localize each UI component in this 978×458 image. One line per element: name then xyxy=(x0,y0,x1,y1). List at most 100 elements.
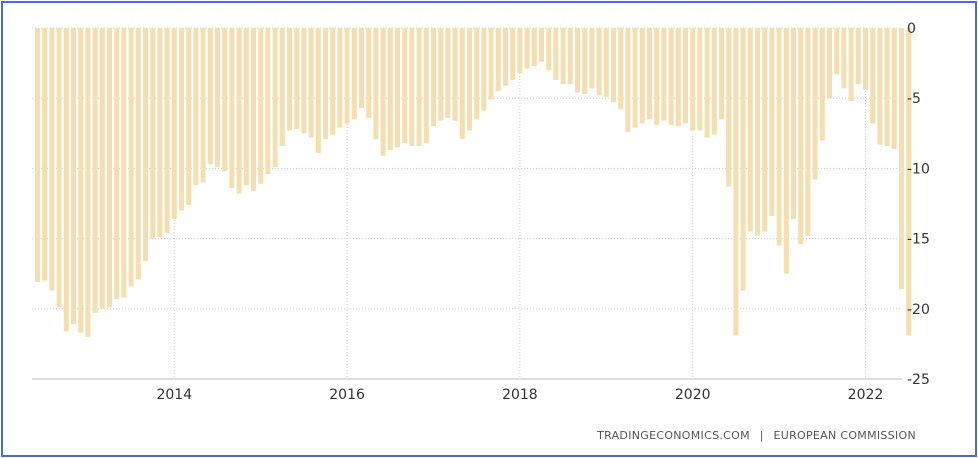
bar[interactable] xyxy=(654,28,660,125)
bar[interactable] xyxy=(395,28,400,148)
bar[interactable] xyxy=(114,28,120,299)
bar[interactable] xyxy=(236,28,242,194)
bar[interactable] xyxy=(503,28,508,86)
bar[interactable] xyxy=(423,28,429,144)
bar[interactable] xyxy=(884,28,890,146)
bar[interactable] xyxy=(596,28,602,96)
bar[interactable] xyxy=(560,28,566,85)
bar[interactable] xyxy=(668,28,674,125)
bar[interactable] xyxy=(49,28,55,291)
bar[interactable] xyxy=(589,28,595,89)
bar[interactable] xyxy=(726,28,732,187)
bar[interactable] xyxy=(531,28,537,66)
bar[interactable] xyxy=(251,28,256,191)
bar[interactable] xyxy=(618,28,624,110)
bar[interactable] xyxy=(575,28,580,93)
bar[interactable] xyxy=(85,28,91,337)
bar[interactable] xyxy=(359,28,364,109)
bar[interactable] xyxy=(517,28,523,73)
bar[interactable] xyxy=(740,28,746,291)
bar[interactable] xyxy=(35,28,40,283)
bar[interactable] xyxy=(402,28,408,144)
bar[interactable] xyxy=(445,28,451,118)
bar[interactable] xyxy=(510,28,516,80)
bar[interactable] xyxy=(863,28,868,90)
bar[interactable] xyxy=(719,28,724,120)
bar[interactable] xyxy=(243,28,249,186)
bar[interactable] xyxy=(834,28,840,75)
bar[interactable] xyxy=(711,28,717,135)
bar[interactable] xyxy=(899,28,904,290)
bar[interactable] xyxy=(99,28,105,309)
bar[interactable] xyxy=(495,28,501,92)
bar[interactable] xyxy=(287,28,292,131)
bar[interactable] xyxy=(848,28,854,102)
bar[interactable] xyxy=(827,28,832,99)
bar[interactable] xyxy=(855,28,861,85)
bar[interactable] xyxy=(351,28,357,120)
bar[interactable] xyxy=(63,28,69,332)
bar[interactable] xyxy=(179,28,184,211)
bar[interactable] xyxy=(229,28,235,189)
bar[interactable] xyxy=(279,28,285,146)
bar[interactable] xyxy=(791,28,796,219)
bar[interactable] xyxy=(207,28,213,165)
bar[interactable] xyxy=(294,28,300,130)
source-site[interactable]: TRADINGECONOMICS.COM xyxy=(597,429,750,442)
bar[interactable] xyxy=(42,28,48,281)
bar[interactable] xyxy=(819,28,825,141)
bar[interactable] xyxy=(171,28,177,219)
bar[interactable] xyxy=(315,28,321,153)
bar[interactable] xyxy=(308,28,314,138)
bar[interactable] xyxy=(380,28,386,156)
bar[interactable] xyxy=(690,28,696,131)
bar[interactable] xyxy=(150,28,156,239)
bar[interactable] xyxy=(373,28,379,139)
bar[interactable] xyxy=(265,28,271,175)
bar[interactable] xyxy=(222,28,228,172)
bar[interactable] xyxy=(409,28,415,146)
bar[interactable] xyxy=(747,28,753,232)
bar[interactable] xyxy=(567,28,573,85)
bar[interactable] xyxy=(639,28,645,124)
bar[interactable] xyxy=(647,28,652,120)
bar[interactable] xyxy=(683,28,688,124)
bar[interactable] xyxy=(459,28,465,139)
bar[interactable] xyxy=(661,28,667,121)
bar[interactable] xyxy=(488,28,494,100)
bar[interactable] xyxy=(143,28,148,262)
bar[interactable] xyxy=(135,28,141,280)
bar[interactable] xyxy=(776,28,782,246)
bar[interactable] xyxy=(891,28,897,149)
bar[interactable] xyxy=(337,28,343,128)
bar[interactable] xyxy=(553,28,559,80)
bar[interactable] xyxy=(200,28,206,183)
bar[interactable] xyxy=(193,28,199,186)
bar[interactable] xyxy=(78,28,84,333)
bar[interactable] xyxy=(546,28,552,71)
bar[interactable] xyxy=(625,28,631,132)
bar[interactable] xyxy=(157,28,163,238)
bar[interactable] xyxy=(164,28,170,233)
bar[interactable] xyxy=(539,28,544,62)
bar[interactable] xyxy=(301,28,307,134)
bar[interactable] xyxy=(805,28,811,236)
bar[interactable] xyxy=(128,28,134,287)
bar[interactable] xyxy=(870,28,876,124)
bar[interactable] xyxy=(603,28,609,97)
bar[interactable] xyxy=(783,28,789,274)
bar[interactable] xyxy=(121,28,127,298)
bar[interactable] xyxy=(438,28,444,121)
bar[interactable] xyxy=(258,28,264,184)
bar[interactable] xyxy=(841,28,847,89)
bar[interactable] xyxy=(452,28,458,121)
bar[interactable] xyxy=(186,28,192,205)
bar[interactable] xyxy=(632,28,638,128)
bar[interactable] xyxy=(344,28,350,124)
bar[interactable] xyxy=(107,28,112,308)
bar[interactable] xyxy=(92,28,98,314)
bar[interactable] xyxy=(798,28,804,245)
bar[interactable] xyxy=(431,28,436,127)
bar[interactable] xyxy=(56,28,62,308)
bar[interactable] xyxy=(323,28,328,139)
